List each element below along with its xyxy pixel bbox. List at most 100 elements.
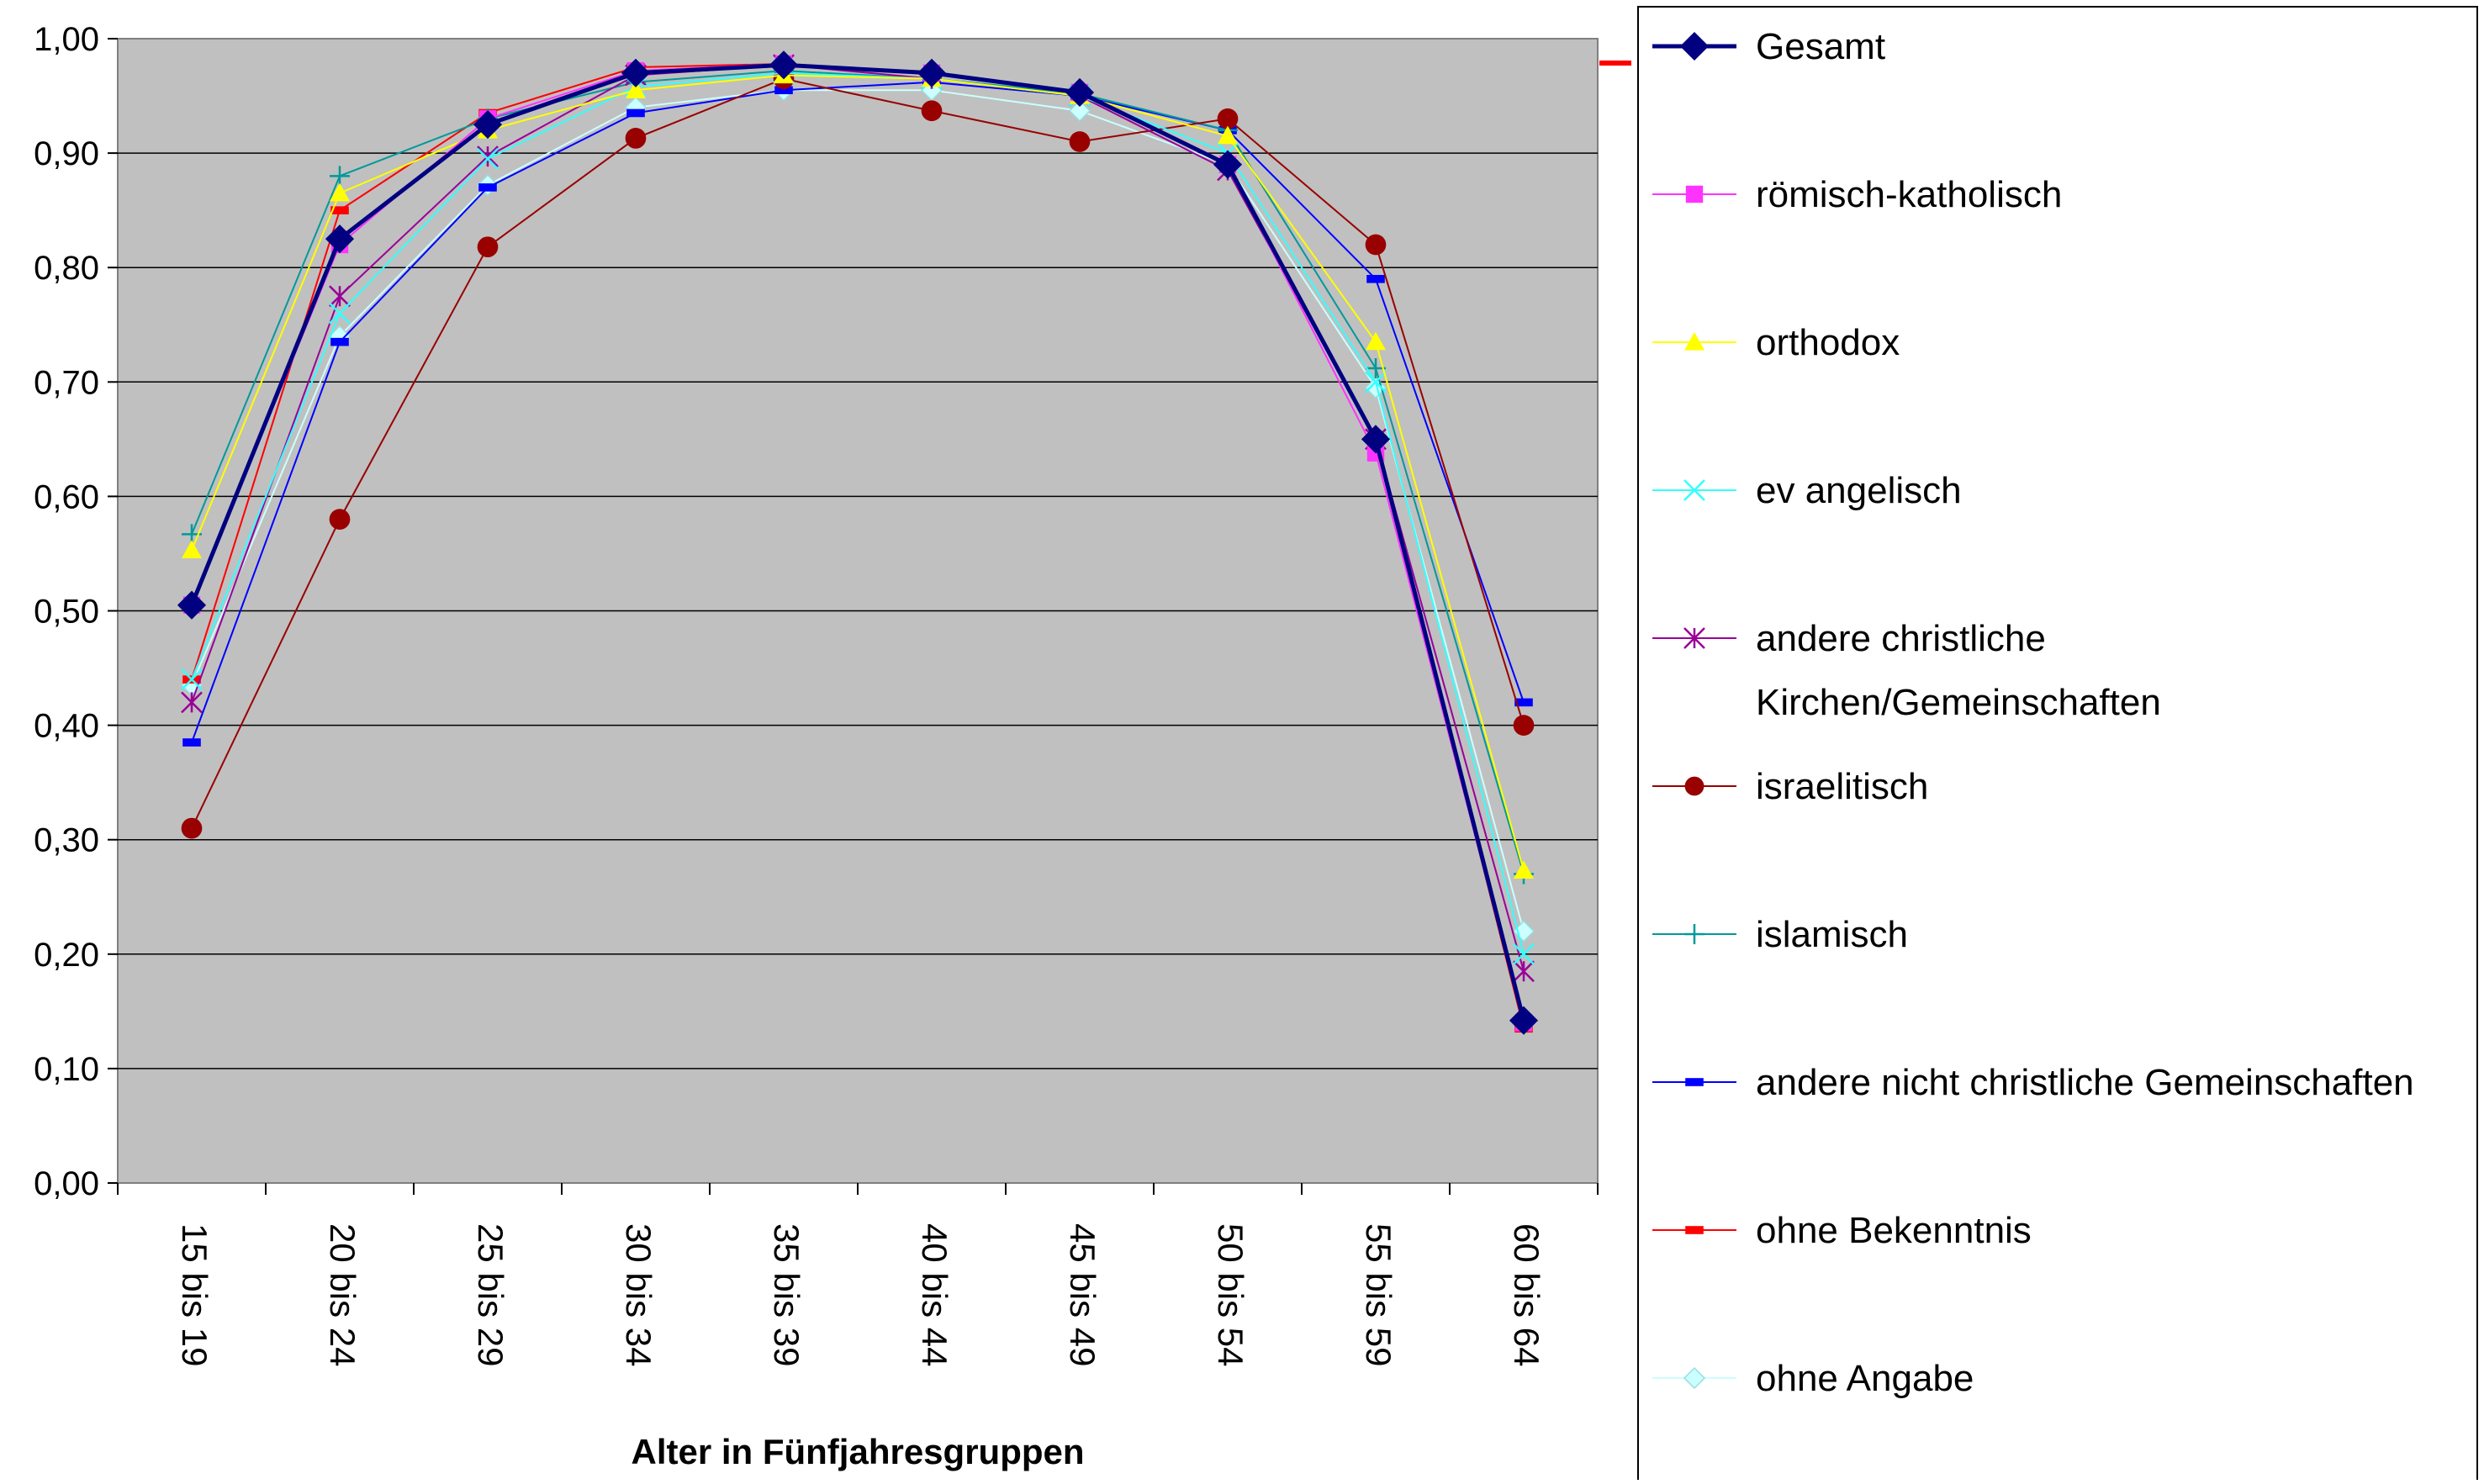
- data-point: [1217, 108, 1239, 129]
- data-point: [917, 58, 947, 87]
- data-point: [1069, 131, 1091, 152]
- data-point: [478, 183, 497, 192]
- data-point: [329, 285, 351, 308]
- legend-item: islamisch: [1652, 914, 1908, 955]
- legend-item: andere nicht christliche Gemeinschaften: [1652, 1062, 2414, 1103]
- series-line: [191, 77, 1525, 829]
- x-tick-label: 40 bis 44: [915, 1223, 954, 1366]
- y-tick-label: 0,40: [34, 708, 99, 745]
- data-point: [1366, 331, 1386, 351]
- legend-marker: [1683, 627, 1705, 649]
- x-axis-ticks: 15 bis 19 20 bis 24 25 bis 29 30 bis 34 35 b…: [117, 1183, 1599, 1366]
- y-tick-label: 0,00: [34, 1165, 99, 1202]
- legend-item: israelitisch: [1652, 766, 1928, 807]
- x-tick-label: 50 bis 54: [1211, 1223, 1250, 1366]
- data-point: [182, 738, 201, 747]
- data-point: [325, 224, 355, 254]
- data-point: [182, 540, 202, 558]
- legend-item: andere christliche Kirchen/Gemeinschaften: [1652, 618, 2161, 723]
- data-point: [330, 182, 350, 202]
- data-point: [473, 110, 503, 140]
- data-point: [1361, 425, 1391, 454]
- data-point: [1065, 77, 1095, 108]
- series-line: [191, 71, 1525, 955]
- legend-marker: [1683, 479, 1705, 501]
- legend: Gesamt römisch-katholisch orthodox ev angel…: [1652, 26, 2414, 1399]
- y-tick-label: 0,10: [34, 1051, 99, 1088]
- data-point: [1365, 371, 1387, 393]
- data-point: [181, 817, 203, 839]
- data-point: [1513, 960, 1535, 983]
- series-line: [191, 70, 1525, 874]
- y-tick-label: 0,90: [34, 135, 99, 172]
- y-tick-label: 0,70: [34, 364, 99, 401]
- legend-marker: [1683, 1366, 1706, 1390]
- data-point: [921, 100, 943, 122]
- data-point: [330, 337, 349, 346]
- data-point: [1366, 275, 1385, 283]
- legend-marker: [1685, 1078, 1704, 1086]
- y-tick-label: 0,20: [34, 937, 99, 974]
- series-line: [191, 81, 1525, 743]
- data-point: [181, 691, 203, 714]
- x-tick-label: 35 bis 39: [767, 1223, 806, 1366]
- legend-marker: [1684, 924, 1704, 944]
- legend-label: israelitisch: [1756, 766, 1928, 807]
- legend-label: orthodox: [1756, 322, 1900, 363]
- legend-item: orthodox: [1652, 322, 1900, 363]
- legend-marker: [1679, 31, 1710, 61]
- x-axis-title: Alter in Fünfjahresgruppen: [631, 1432, 1084, 1471]
- legend-label: römisch-katholisch: [1756, 174, 2062, 215]
- x-tick-label: 15 bis 19: [175, 1223, 214, 1366]
- y-tick-label: 0,50: [34, 594, 99, 631]
- x-tick-label: 20 bis 24: [323, 1223, 362, 1366]
- legend-item: römisch-katholisch: [1652, 174, 2062, 215]
- y-axis-ticks: 0,00 0,10 0,20 0,30 0,40 0,50 0,60 0,70 0,80 0,90…: [34, 21, 118, 1202]
- data-point: [330, 166, 350, 187]
- data-point: [329, 509, 351, 530]
- y-tick-label: 0,30: [34, 822, 99, 859]
- data-series: [177, 50, 1539, 1035]
- data-point: [1068, 99, 1091, 122]
- x-tick-label: 55 bis 59: [1359, 1223, 1398, 1366]
- grid-lines: [118, 152, 1598, 1069]
- data-point: [1514, 698, 1533, 707]
- data-point: [477, 145, 499, 168]
- series-0: [177, 50, 1539, 1035]
- legend-item: ohne Angabe: [1652, 1358, 1974, 1399]
- data-point: [621, 58, 651, 87]
- legend-item: Gesamt: [1652, 26, 1885, 67]
- data-point: [1509, 1006, 1539, 1035]
- legend-item: ohne Bekenntnis: [1652, 1210, 2032, 1251]
- data-point: [1365, 234, 1387, 256]
- legend-marker: [1685, 1226, 1704, 1234]
- legend-label: Gesamt: [1756, 26, 1885, 67]
- data-point: [769, 50, 799, 80]
- y-tick-label: 0,80: [34, 250, 99, 287]
- y-tick-label: 1,00: [34, 21, 99, 58]
- legend-label: ohne Angabe: [1756, 1358, 1974, 1399]
- data-point: [477, 236, 499, 258]
- data-point: [774, 86, 793, 95]
- legend-label: ev angelisch: [1756, 470, 1962, 511]
- legend-item: ev angelisch: [1652, 470, 1962, 511]
- x-tick-label: 25 bis 29: [471, 1223, 510, 1366]
- data-point: [477, 148, 499, 170]
- data-point: [1513, 715, 1535, 736]
- x-tick-label: 30 bis 34: [619, 1223, 658, 1366]
- y-tick-label: 0,60: [34, 478, 99, 515]
- data-point: [1514, 860, 1534, 879]
- legend-label: islamisch: [1756, 914, 1908, 955]
- data-point: [626, 80, 646, 98]
- data-point: [1213, 150, 1243, 179]
- legend-label: andere nicht christliche Gemeinschaften: [1756, 1062, 2414, 1103]
- series-line: [191, 74, 1525, 871]
- legend-label: ohne Bekenntnis: [1756, 1210, 2032, 1251]
- x-tick-label: 45 bis 49: [1063, 1223, 1102, 1366]
- data-point: [177, 590, 207, 620]
- data-point: [625, 128, 647, 149]
- data-point: [626, 108, 645, 118]
- data-point: [1218, 125, 1238, 145]
